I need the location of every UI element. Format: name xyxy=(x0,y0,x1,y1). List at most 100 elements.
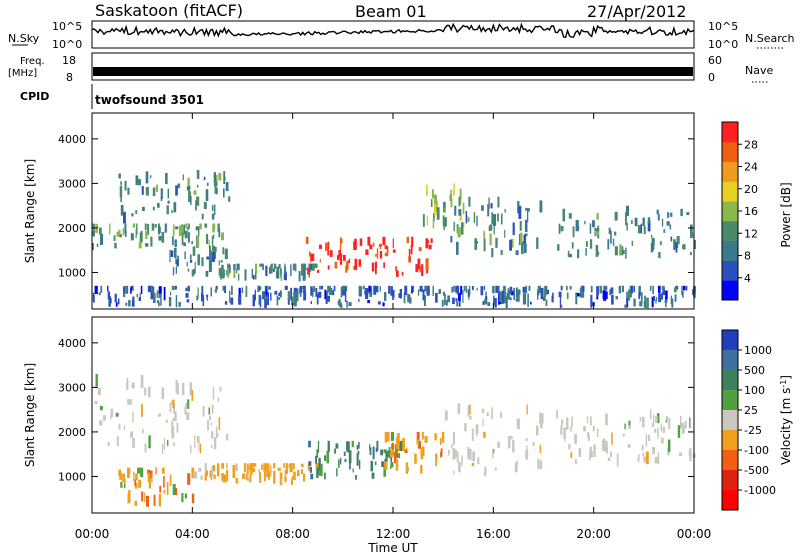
scatter-cell xyxy=(566,285,568,291)
scatter-cell xyxy=(453,470,455,475)
scatter-cell xyxy=(303,290,307,301)
scatter-cell xyxy=(310,301,312,305)
scatter-cell xyxy=(575,292,578,305)
scatter-cell xyxy=(175,266,177,274)
scatter-cell xyxy=(458,292,461,301)
scatter-cell xyxy=(681,422,684,426)
power-ylabel: Slant Range [km] xyxy=(23,159,37,263)
scatter-cell xyxy=(174,239,177,247)
scatter-cell xyxy=(390,449,394,458)
scatter-cell xyxy=(655,416,658,423)
scatter-cell xyxy=(170,291,172,296)
scatter-cell xyxy=(564,433,566,442)
scatter-cell xyxy=(476,215,478,227)
scatter-cell xyxy=(175,379,178,392)
scatter-cell xyxy=(165,173,168,185)
scatter-cell xyxy=(211,404,214,414)
scatter-cell xyxy=(559,295,562,309)
scatter-cell xyxy=(316,293,319,305)
scatter-cell xyxy=(290,264,292,277)
scatter-cell xyxy=(284,263,286,267)
scatter-cell xyxy=(221,473,225,481)
scatter-cell xyxy=(684,420,687,429)
scatter-cell xyxy=(480,286,484,296)
scatter-cell xyxy=(380,449,383,456)
scatter-cell xyxy=(206,234,209,244)
scatter-cell xyxy=(155,184,158,192)
scatter-cell xyxy=(619,244,622,256)
scatter-cell xyxy=(327,440,330,452)
scatter-cell xyxy=(508,290,511,300)
scatter-cell xyxy=(605,413,608,426)
scatter-cell xyxy=(346,260,349,270)
scatter-cell xyxy=(203,176,206,181)
scatter-cell xyxy=(392,249,396,253)
scatter-cell xyxy=(423,295,426,307)
scatter-cell xyxy=(236,263,240,271)
scatter-cell xyxy=(163,287,166,301)
scatter-cell xyxy=(410,245,413,255)
scatter-cell xyxy=(159,485,162,493)
scatter-cell xyxy=(339,457,342,465)
scatter-cell xyxy=(93,223,95,237)
scatter-cell xyxy=(157,203,160,208)
scatter-cell xyxy=(187,177,190,190)
scatter-cell xyxy=(174,247,177,258)
scatter-cell xyxy=(354,243,357,249)
scatter-cell xyxy=(571,416,573,428)
scatter-cell xyxy=(137,467,141,474)
colorbar-swatch xyxy=(722,410,738,431)
scatter-cell xyxy=(452,431,455,446)
scatter-cell xyxy=(507,436,511,449)
scatter-cell xyxy=(388,285,391,294)
scatter-cell xyxy=(185,293,189,298)
scatter-cell xyxy=(675,242,678,253)
scatter-cell xyxy=(442,291,445,296)
scatter-cell xyxy=(440,448,443,456)
scatter-cell xyxy=(676,236,680,245)
scatter-cell xyxy=(176,422,179,433)
scatter-cell xyxy=(560,225,564,232)
scatter-cell xyxy=(116,436,119,447)
scatter-cell xyxy=(507,288,510,293)
scatter-cell xyxy=(574,434,577,444)
scatter-cell xyxy=(308,263,311,272)
scatter-cell xyxy=(656,413,660,424)
scatter-cell xyxy=(315,463,319,469)
scatter-cell xyxy=(129,399,132,405)
freq-tick-top: 18 xyxy=(62,54,76,67)
scatter-cell xyxy=(192,246,196,256)
scatter-cell xyxy=(134,500,138,506)
scatter-cell xyxy=(119,472,122,481)
scatter-cell xyxy=(218,227,221,238)
scatter-cell xyxy=(657,452,660,465)
scatter-cell xyxy=(509,297,512,301)
scatter-cell xyxy=(254,267,257,280)
scatter-cell xyxy=(434,203,437,216)
scatter-cell xyxy=(188,192,191,201)
scatter-cell xyxy=(519,220,522,231)
scatter-cell xyxy=(214,180,217,194)
scatter-cell xyxy=(207,420,209,431)
scatter-cell xyxy=(651,423,653,427)
scatter-cell xyxy=(491,248,494,258)
scatter-cell xyxy=(418,247,422,252)
scatter-cell xyxy=(210,422,212,426)
scatter-cell xyxy=(499,291,503,303)
scatter-cell xyxy=(358,441,360,449)
scatter-cell xyxy=(124,180,127,191)
scatter-cell xyxy=(208,239,210,248)
scatter-cell xyxy=(205,470,208,477)
scatter-cell xyxy=(584,220,586,225)
scatter-cell xyxy=(637,457,640,462)
scatter-cell xyxy=(412,285,414,292)
scatter-cell xyxy=(297,470,300,477)
scatter-cell xyxy=(670,295,672,305)
scatter-cell xyxy=(264,471,266,482)
scatter-cell xyxy=(194,261,196,274)
scatter-cell xyxy=(128,300,131,307)
scatter-cell xyxy=(205,189,209,202)
scatter-cell xyxy=(139,232,143,243)
scatter-cell xyxy=(661,218,664,227)
scatter-cell xyxy=(523,234,526,244)
